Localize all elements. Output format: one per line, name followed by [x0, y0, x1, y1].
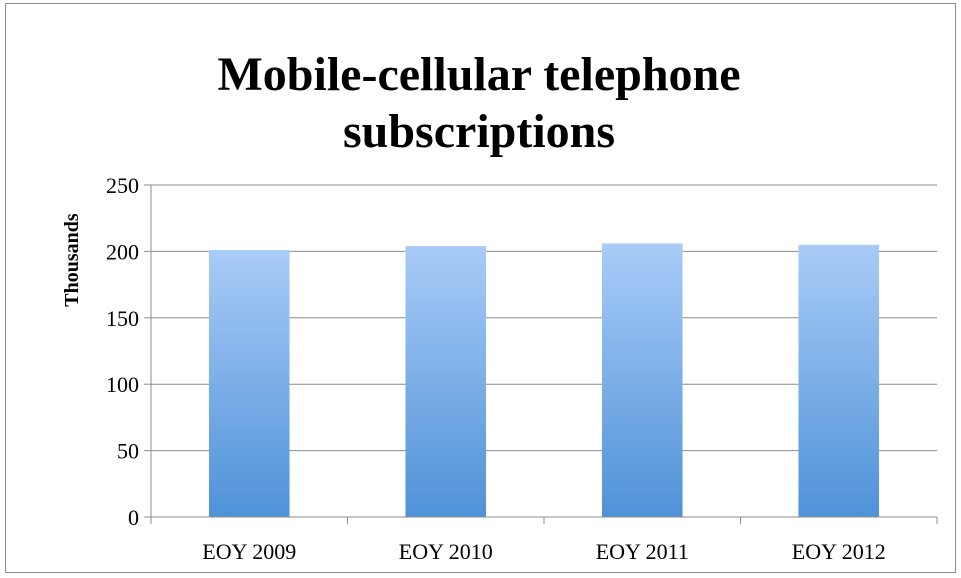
chart-frame: Mobile-cellular telephone subscriptions …	[5, 3, 956, 573]
y-tick-label: 150	[106, 306, 139, 331]
y-axis-ticks: 0 50 100 150 200 250	[106, 173, 151, 530]
bar	[405, 246, 487, 517]
bar-chart: Mobile-cellular telephone subscriptions …	[61, 48, 938, 564]
y-tick-label: 100	[106, 372, 139, 397]
y-tick-label: 0	[128, 505, 139, 530]
y-tick-label: 200	[106, 239, 139, 264]
chart-title-line-2: subscriptions	[343, 105, 615, 158]
x-tick-label: EOY 2009	[202, 539, 296, 564]
x-tick-label: EOY 2012	[792, 539, 886, 564]
y-tick-label: 250	[106, 173, 139, 198]
bars	[208, 243, 880, 517]
x-tick-label: EOY 2011	[596, 539, 689, 564]
chart-title-line-1: Mobile-cellular telephone	[217, 48, 740, 101]
x-axis	[150, 185, 938, 524]
y-tick-label: 50	[117, 439, 139, 464]
bar	[208, 250, 290, 517]
x-tick-label: EOY 2010	[399, 539, 493, 564]
x-axis-tick-labels: EOY 2009 EOY 2010 EOY 2011 EOY 2012	[202, 539, 885, 564]
y-axis-title: Thousands	[61, 213, 83, 307]
bar	[798, 244, 880, 517]
bar	[601, 243, 683, 517]
